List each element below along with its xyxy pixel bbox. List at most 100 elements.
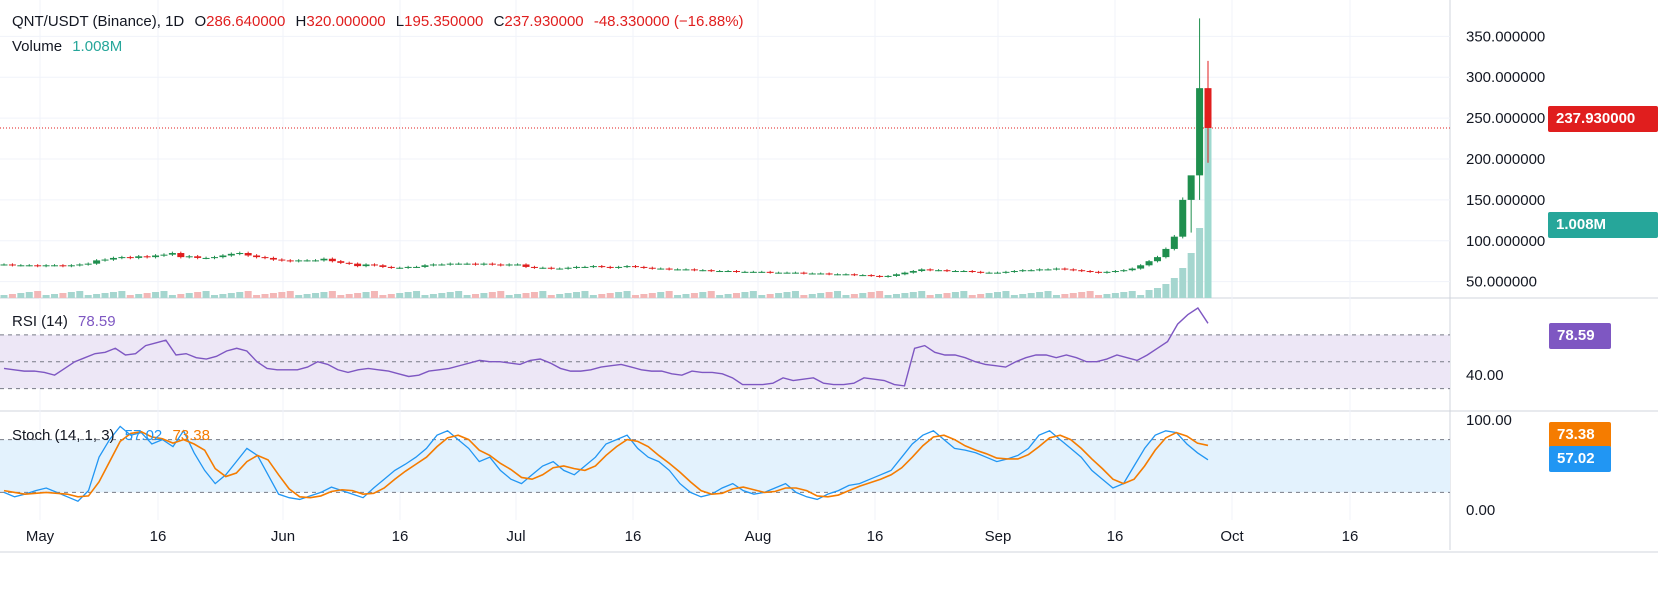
volume-bar [724, 294, 732, 298]
volume-bar [690, 293, 698, 298]
volume-bar [320, 292, 328, 298]
volume-bar [665, 291, 673, 298]
candle-body [834, 274, 842, 276]
candle-body [143, 256, 151, 258]
volume-bar [716, 295, 724, 298]
candle-body [1044, 269, 1052, 271]
axes: May 16 Jun 16 Jul 16 Aug 16 Sep 16 Oct 16 50.000000 1… [26, 28, 1545, 545]
candle-body [303, 260, 311, 262]
candle-body [766, 271, 774, 273]
candle-body [194, 256, 202, 258]
volume-bar [59, 293, 67, 298]
low-value: 195.350000 [404, 13, 484, 30]
volume-bar [253, 295, 261, 298]
volume-bar [749, 291, 757, 298]
candle-body [362, 264, 370, 267]
candle-body [354, 263, 362, 267]
candle-body [421, 265, 429, 267]
volume-bar [1204, 120, 1212, 298]
volume-bar [1069, 293, 1077, 298]
candle-body [867, 275, 875, 277]
price-tick-label: 200.000000 [1466, 151, 1545, 168]
rsi-line [3, 307, 1209, 387]
stoch-d-polyline [3, 430, 1209, 499]
volume-bar [396, 293, 404, 298]
volume-bar [1052, 295, 1060, 298]
stoch-tick-label: 0.00 [1466, 502, 1495, 519]
volume-bar [438, 293, 446, 298]
stoch-band [0, 439, 1450, 493]
x-tick-label: 16 [1342, 528, 1359, 545]
candle-body [943, 270, 951, 272]
volume-bar [387, 294, 395, 298]
stoch-lines [3, 425, 1209, 502]
volume-bar [943, 293, 951, 298]
candle-body [463, 263, 471, 265]
candle-body [1010, 271, 1018, 273]
volume-bar [8, 294, 16, 298]
candle-body [1153, 257, 1161, 262]
volume-value: 1.008M [72, 38, 123, 55]
volume-bar [152, 292, 160, 298]
volume-bar [1044, 291, 1052, 298]
candle-body [109, 257, 117, 260]
candle-body [244, 253, 252, 256]
volume-bar [1010, 295, 1018, 298]
candle-body [935, 270, 943, 272]
volume-bar [1002, 291, 1010, 298]
volume-bar [93, 294, 101, 298]
candle-body [320, 258, 328, 261]
volume-bar [337, 295, 345, 298]
candle-body [59, 265, 67, 267]
x-tick-label: May [26, 528, 55, 545]
candle-body [446, 263, 454, 265]
volume-bar [244, 291, 252, 298]
volume-bar [1086, 291, 1094, 298]
candle-body [1069, 269, 1077, 271]
close-label: C [493, 13, 505, 30]
candle-body [539, 267, 547, 269]
candle-body [1019, 270, 1027, 272]
volume-bar [370, 291, 378, 298]
volume-bar [278, 292, 286, 298]
candle-body [1204, 88, 1212, 128]
candle-body [312, 260, 320, 262]
volume-bar [76, 291, 84, 298]
candle-body [370, 264, 378, 266]
candle-body [269, 257, 277, 260]
candle-body [977, 271, 985, 273]
candle-body [1137, 265, 1145, 269]
volume-bar [1019, 294, 1027, 298]
candle-body [101, 259, 109, 261]
volume-bar [421, 295, 429, 298]
stoch-label: Stoch (14, 1, 3) [12, 427, 115, 444]
volume-bar [589, 295, 597, 298]
candle-body [598, 266, 606, 268]
volume-bar [842, 295, 850, 298]
rsi-tick-label: 100.00 [1466, 412, 1512, 429]
volume-bar [488, 292, 496, 298]
candle-body [791, 272, 799, 274]
candle-body [758, 271, 766, 273]
candle-body [160, 254, 168, 256]
last-volume-tag: 1.008M [1548, 212, 1658, 238]
candle-body [202, 257, 210, 259]
volume-bar [1145, 290, 1153, 298]
volume-bar [34, 291, 42, 298]
volume-bar [42, 295, 50, 298]
candle-body [471, 263, 479, 265]
candle-body [1036, 269, 1044, 271]
candle-body [1179, 199, 1187, 237]
high-value: 320.000000 [306, 13, 386, 30]
candle-body [985, 272, 993, 274]
x-tick-label: 16 [867, 528, 884, 545]
volume-bar [876, 291, 884, 298]
volume-bar [573, 292, 581, 298]
volume-bar [960, 291, 968, 298]
volume-bar [17, 293, 25, 298]
candle-body [623, 266, 631, 268]
volume-bar [261, 294, 269, 298]
candle-body [564, 267, 572, 269]
volume-bar [918, 291, 926, 298]
